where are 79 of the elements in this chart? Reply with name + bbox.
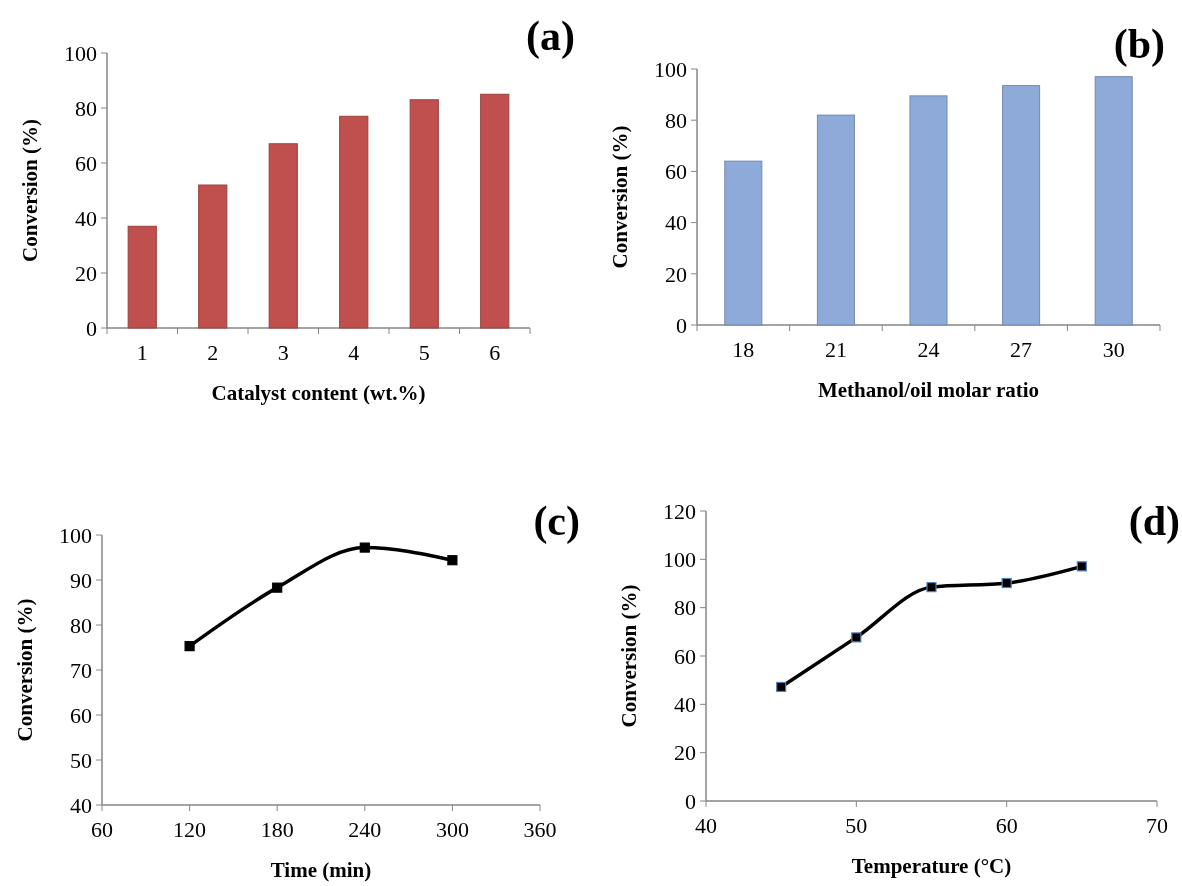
x-tick-label: 60 bbox=[995, 813, 1018, 838]
x-axis-title: Catalyst content (wt.%) bbox=[211, 381, 426, 405]
bar bbox=[724, 160, 763, 326]
y-tick-label: 40 bbox=[70, 792, 92, 818]
bar bbox=[127, 225, 157, 329]
y-tick-label: 50 bbox=[70, 747, 92, 773]
bar bbox=[339, 115, 369, 329]
y-tick-label: 80 bbox=[75, 95, 97, 121]
y-tick-label: 20 bbox=[75, 260, 97, 286]
x-tick-label: 60 bbox=[91, 817, 113, 842]
x-tick-label: 30 bbox=[1102, 337, 1125, 362]
y-tick-label: 20 bbox=[674, 740, 696, 766]
x-tick-label: 2 bbox=[207, 340, 219, 365]
x-tick-label: 18 bbox=[732, 337, 755, 362]
bar bbox=[409, 99, 439, 329]
x-tick-label: 180 bbox=[260, 817, 294, 842]
point bbox=[447, 555, 458, 566]
x-tick-label: 120 bbox=[173, 817, 207, 842]
point bbox=[184, 641, 195, 652]
point bbox=[1001, 577, 1012, 589]
x-tick-label: 40 bbox=[695, 813, 717, 838]
point bbox=[851, 632, 862, 643]
bar bbox=[268, 143, 298, 329]
y-tick-label: 60 bbox=[70, 702, 92, 728]
x-tick-label: 24 bbox=[917, 337, 940, 362]
y-tick-label: 0 bbox=[685, 788, 696, 814]
y-axis-title: Conversion (%) bbox=[608, 125, 632, 269]
bar bbox=[816, 114, 855, 326]
chart-title: (d) bbox=[1128, 498, 1180, 545]
x-tick-label: 6 bbox=[489, 340, 501, 365]
x-tick-label: 21 bbox=[824, 337, 847, 362]
y-tick-label: 60 bbox=[674, 643, 696, 669]
x-tick-label: 70 bbox=[1146, 813, 1168, 838]
y-tick-label: 70 bbox=[70, 657, 92, 683]
x-tick-label: 360 bbox=[523, 817, 557, 842]
bar bbox=[198, 184, 228, 329]
bar bbox=[480, 93, 510, 329]
x-tick-label: 1 bbox=[136, 340, 148, 365]
x-axis-title: Methanol/oil molar ratio bbox=[817, 378, 1040, 402]
y-tick-label: 0 bbox=[86, 315, 97, 341]
y-tick-label: 40 bbox=[674, 692, 696, 718]
y-axis-title: Conversion (%) bbox=[617, 584, 641, 728]
bar bbox=[909, 95, 948, 326]
point bbox=[1076, 561, 1087, 572]
y-tick-label: 100 bbox=[663, 547, 696, 573]
y-tick-label: 60 bbox=[665, 159, 687, 185]
y-tick-label: 100 bbox=[654, 56, 687, 82]
y-tick-label: 90 bbox=[70, 567, 92, 593]
y-tick-label: 100 bbox=[64, 40, 97, 66]
chart-title: (a) bbox=[526, 13, 575, 60]
x-tick-label: 4 bbox=[348, 340, 360, 365]
y-tick-label: 60 bbox=[75, 150, 97, 176]
y-tick-label: 0 bbox=[676, 312, 687, 338]
y-tick-label: 80 bbox=[70, 612, 92, 638]
y-tick-label: 20 bbox=[665, 261, 687, 287]
y-axis-title: Conversion (%) bbox=[18, 119, 42, 262]
chart-title: (c) bbox=[533, 498, 580, 545]
y-tick-label: 80 bbox=[674, 595, 696, 621]
y-tick-label: 100 bbox=[59, 522, 92, 548]
point bbox=[272, 582, 283, 593]
point bbox=[776, 681, 787, 693]
y-tick-label: 40 bbox=[75, 205, 97, 231]
y-tick-label: 40 bbox=[665, 210, 687, 236]
y-tick-label: 80 bbox=[665, 107, 687, 133]
y-axis-title: Conversion (%) bbox=[13, 598, 37, 742]
chart-title: (b) bbox=[1113, 21, 1165, 68]
x-tick-label: 3 bbox=[277, 340, 289, 365]
x-tick-label: 50 bbox=[845, 813, 868, 838]
point bbox=[926, 582, 937, 593]
bar bbox=[1002, 85, 1041, 326]
x-tick-label: 240 bbox=[348, 817, 382, 842]
y-tick-label: 120 bbox=[663, 498, 696, 524]
x-tick-label: 300 bbox=[435, 817, 469, 842]
x-tick-label: 27 bbox=[1010, 337, 1033, 362]
point bbox=[359, 542, 370, 553]
x-axis-title: Time (min) bbox=[270, 858, 372, 882]
x-tick-label: 5 bbox=[418, 340, 430, 365]
bar bbox=[1094, 76, 1133, 326]
x-axis-title: Temperature (°C) bbox=[851, 854, 1012, 878]
